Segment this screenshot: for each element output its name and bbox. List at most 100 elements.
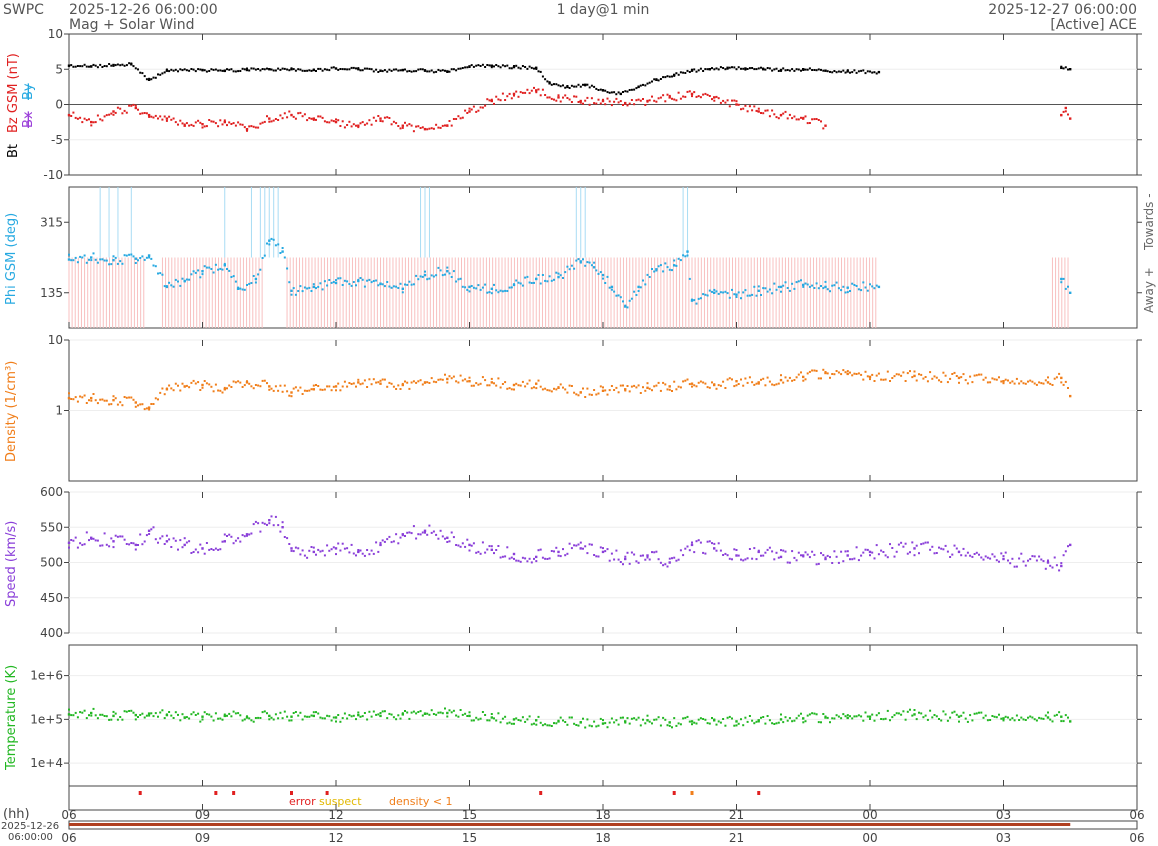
bt-point — [134, 67, 137, 70]
bt-point — [121, 63, 124, 66]
bt-point — [214, 68, 217, 71]
temperature-point — [846, 714, 849, 717]
density-point — [486, 384, 489, 387]
speed-point — [602, 547, 604, 550]
bz-point — [112, 113, 115, 116]
bz-point — [731, 99, 733, 102]
temperature-point — [181, 713, 184, 716]
phi-point — [686, 250, 689, 253]
phi-point — [481, 286, 484, 289]
speed-point — [512, 552, 516, 556]
temperature-point — [468, 711, 471, 714]
bt-label: Bt — [6, 144, 21, 158]
bz-point — [370, 123, 373, 126]
bz-point — [432, 127, 435, 130]
speed-point — [633, 553, 636, 556]
legend-error: error — [289, 795, 316, 808]
speed-point — [815, 563, 818, 566]
speed-point — [372, 552, 375, 555]
speed-point — [1009, 562, 1012, 565]
phi-point — [679, 259, 682, 262]
bz-point — [223, 120, 226, 124]
speed-point — [1053, 556, 1056, 559]
temperature-point — [119, 716, 122, 718]
temperature-point — [363, 712, 366, 714]
bt-point — [85, 65, 88, 68]
density-point — [886, 370, 889, 373]
bz-point — [735, 100, 738, 103]
density-point — [668, 385, 671, 388]
bz-point — [259, 122, 262, 125]
bz-point — [134, 104, 137, 107]
density-point — [188, 386, 191, 389]
bz-point — [699, 96, 702, 99]
phi-point — [268, 239, 271, 242]
density-point — [746, 381, 749, 384]
temperature-point — [174, 711, 177, 714]
phi-point — [726, 292, 729, 295]
phi-point — [704, 293, 707, 296]
chart-subtitle: Mag + Solar Wind — [69, 17, 195, 33]
density-point — [1033, 382, 1036, 385]
phi-point — [230, 276, 233, 278]
bt-point — [390, 69, 393, 72]
bt-point — [228, 68, 231, 71]
bz-point — [150, 115, 153, 118]
density-point — [152, 403, 155, 405]
bz-point — [526, 88, 529, 91]
density-point — [1007, 379, 1009, 382]
speed-point — [241, 534, 244, 537]
temperature-point — [339, 720, 342, 723]
bt-point — [599, 88, 602, 91]
speed-point — [357, 549, 360, 551]
speed-point — [1040, 558, 1043, 561]
phi-point — [639, 286, 642, 289]
bz-point — [530, 89, 533, 92]
temperature-point — [728, 715, 731, 718]
phi-point — [506, 290, 509, 292]
bt-point — [74, 65, 77, 68]
speed-point — [323, 554, 326, 557]
density-point — [751, 381, 754, 384]
temperature-point — [559, 716, 562, 719]
phi-point — [771, 292, 774, 295]
phi-point — [740, 297, 742, 300]
speed-point — [735, 549, 738, 551]
density-point — [958, 381, 960, 384]
bz-point — [664, 100, 667, 103]
temperature-point — [722, 718, 725, 720]
bt-point — [312, 68, 315, 72]
towards-label: Towards - — [1142, 193, 1156, 251]
temperature-point — [795, 717, 798, 720]
temperature-point — [904, 718, 907, 721]
temperature-point — [800, 712, 802, 715]
density-point — [286, 390, 289, 393]
bt-point — [132, 65, 135, 68]
temperature-point — [130, 709, 133, 712]
speed-point — [239, 540, 242, 543]
bz-point — [274, 118, 277, 120]
temperature-point — [868, 715, 872, 718]
speed-point — [642, 554, 644, 557]
speed-point — [993, 555, 996, 558]
temperature-point — [521, 716, 524, 719]
speed-point — [70, 539, 73, 541]
phi-point — [773, 282, 776, 285]
density-point — [817, 377, 820, 380]
bz-point — [379, 117, 382, 120]
temperature-point — [390, 713, 393, 716]
density-point — [857, 372, 860, 375]
temperature-point — [633, 717, 636, 720]
density-point — [308, 389, 311, 392]
phi-point — [606, 275, 609, 278]
bt-point — [219, 69, 222, 72]
bz-point — [708, 95, 711, 97]
density-point — [283, 384, 286, 387]
phi-point — [515, 279, 518, 282]
bz-point — [584, 99, 587, 102]
bz-point — [290, 113, 293, 117]
phi-point — [784, 281, 787, 284]
temperature-point — [397, 714, 400, 717]
phi-point — [824, 285, 827, 289]
speed-point — [185, 541, 188, 544]
